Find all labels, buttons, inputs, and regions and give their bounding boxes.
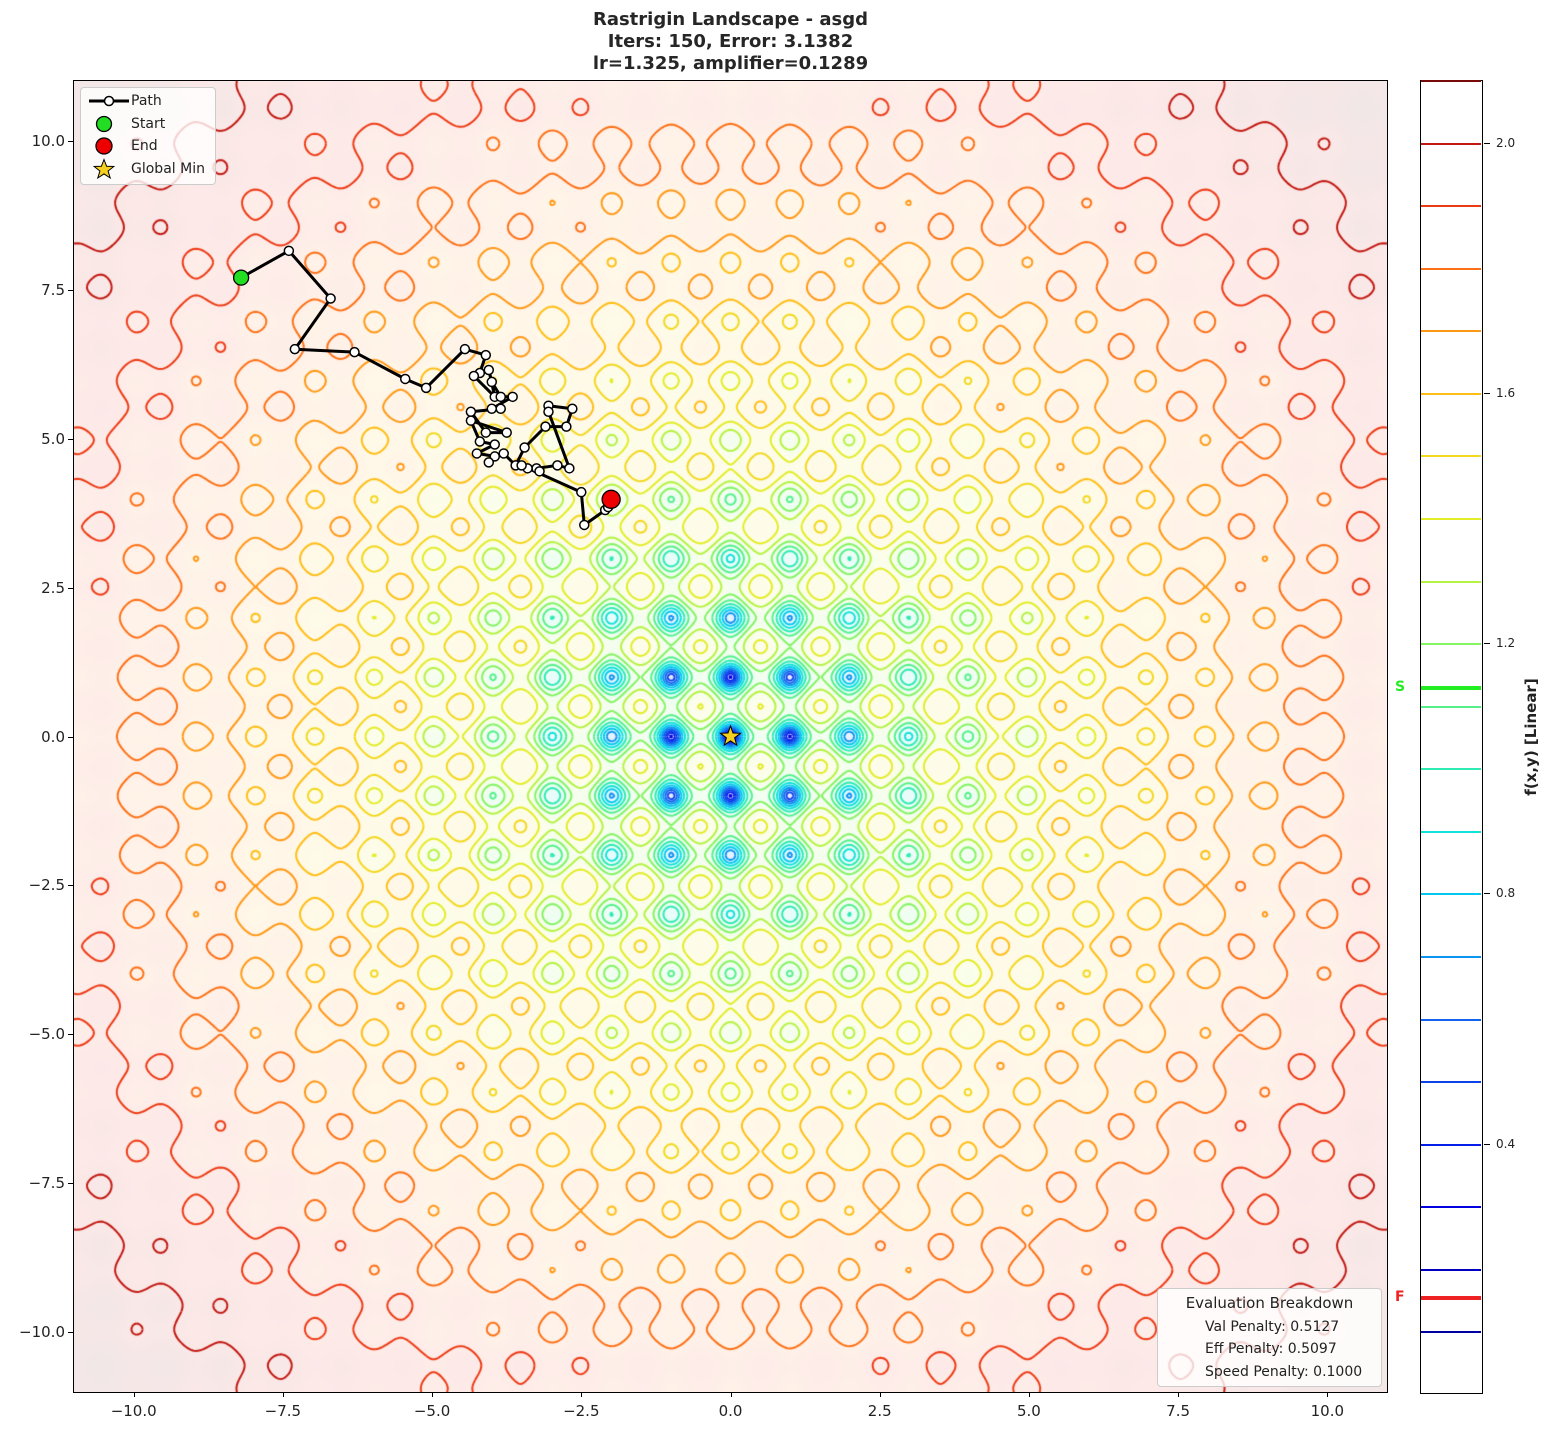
colorbar-level-line [1421,80,1481,82]
x-tick-label: −7.5 [264,1402,302,1420]
x-tick-mark [1028,1392,1030,1397]
colorbar-level-line [1421,1206,1481,1209]
y-tick-mark [68,1034,73,1036]
colorbar-level-line [1421,518,1481,520]
colorbar-tick-label: 1.2 [1496,636,1516,651]
colorbar-level-line [1421,142,1481,145]
colorbar-level-line [1421,893,1481,896]
y-tick-label: −2.5 [28,876,65,895]
y-tick-label: 0.0 [41,727,65,746]
red-circle-icon [95,137,113,155]
x-tick-label: 7.5 [1166,1402,1191,1420]
colorbar-level-line [1421,1268,1481,1271]
y-tick-label: −5.0 [28,1025,65,1044]
y-tick-label: −10.0 [19,1323,65,1342]
colorbar-tick-label: 0.4 [1496,1136,1516,1151]
y-tick-label: 10.0 [31,131,65,150]
colorbar-level-line [1421,1018,1481,1021]
y-tick-label: 7.5 [41,280,65,299]
title-line-1: Rastrigin Landscape - asgd [592,9,869,30]
x-tick-mark [432,1392,434,1397]
y-tick-mark [68,140,73,142]
colorbar-level-line [1421,1143,1481,1146]
colorbar-level-line [1421,956,1481,958]
colorbar-tick-label: 1.6 [1496,385,1516,400]
x-tick-label: 0.0 [718,1402,743,1420]
colorbar-tick-label: 2.0 [1496,135,1516,150]
colorbar-level-line [1421,580,1481,583]
x-tick-mark [730,1392,732,1397]
legend-item-start: Start [81,113,215,135]
colorbar-level-line [1421,455,1481,458]
colorbar-level-line [1421,330,1481,333]
x-tick-mark [879,1392,881,1397]
colorbar-level-line [1421,643,1481,646]
legend: Path Start End Global Min [80,87,216,185]
x-tick-label: 10.0 [1310,1402,1345,1420]
y-tick-mark [68,587,73,589]
x-tick-mark [282,1392,284,1397]
colorbar [1420,80,1483,1394]
y-tick-mark [68,438,73,440]
x-tick-mark [133,1392,135,1397]
title-line-2: Iters: 150, Error: 3.1382 [607,31,854,52]
colorbar-level-line [1421,768,1481,771]
x-tick-mark [581,1392,583,1397]
y-tick-label: 5.0 [41,429,65,448]
path-line-icon [89,95,129,107]
evaluation-title: Evaluation Breakdown [1185,1294,1354,1312]
x-tick-label: 5.0 [1016,1402,1041,1420]
legend-item-global-min: Global Min [81,158,215,180]
y-tick-label: −7.5 [28,1174,65,1193]
colorbar-marker-line [1421,1296,1481,1300]
start-value-marker: S [1395,678,1406,695]
y-tick-mark [68,885,73,887]
legend-item-end: End [81,135,215,157]
colorbar-tick-label: 0.8 [1496,886,1516,901]
contour-plot-area [74,81,1387,1392]
y-tick-label: 2.5 [41,578,65,597]
colorbar-level-line [1421,705,1481,708]
colorbar-level-line [1421,267,1481,270]
colorbar-tick-mark [1484,893,1490,895]
green-circle-icon [95,115,113,133]
colorbar-label: f(x,y) [Linear] [1522,678,1540,796]
x-tick-mark [1178,1392,1180,1397]
colorbar-level-line [1421,205,1481,208]
y-tick-mark [68,1332,73,1334]
colorbar-level-line [1421,830,1481,833]
colorbar-level-line [1421,1331,1481,1334]
evaluation-breakdown-box: Evaluation Breakdown Val Penalty: 0.5127… [1157,1288,1382,1387]
colorbar-tick-mark [1484,142,1490,144]
val-penalty: Val Penalty: 0.5127 [1205,1319,1340,1335]
colorbar-level-line [1421,392,1481,395]
star-icon [92,158,116,180]
colorbar-tick-mark [1484,1143,1490,1145]
x-tick-label: −10.0 [110,1402,157,1420]
colorbar-marker-line [1421,685,1481,690]
x-tick-label: −5.0 [413,1402,451,1420]
colorbar-tick-mark [1484,392,1490,394]
x-tick-label: −2.5 [563,1402,600,1420]
title-line-3: lr=1.325, amplifier=0.1289 [592,53,869,74]
final-value-marker: F [1395,1289,1405,1305]
x-tick-label: 2.5 [867,1402,892,1420]
y-tick-mark [68,736,73,738]
colorbar-tick-mark [1484,643,1490,645]
x-tick-mark [1327,1392,1329,1397]
legend-item-path: Path [81,90,215,112]
eff-penalty: Eff Penalty: 0.5097 [1205,1341,1337,1357]
speed-penalty: Speed Penalty: 0.1000 [1205,1364,1363,1380]
y-tick-mark [68,289,73,291]
y-tick-mark [68,1183,73,1185]
colorbar-level-line [1421,1081,1481,1084]
